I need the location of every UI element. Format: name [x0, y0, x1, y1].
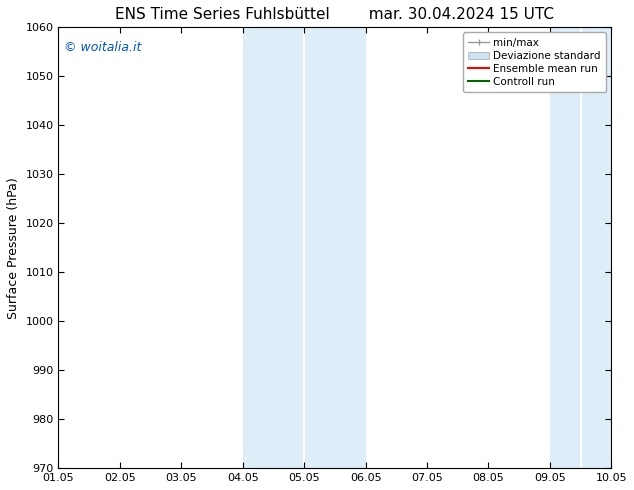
Bar: [243, 27, 304, 468]
Bar: [581, 27, 630, 468]
Bar: [550, 27, 581, 468]
Text: © woitalia.it: © woitalia.it: [64, 41, 141, 53]
Legend: min/max, Deviazione standard, Ensemble mean run, Controll run: min/max, Deviazione standard, Ensemble m…: [463, 32, 606, 92]
Bar: [304, 27, 366, 468]
Title: ENS Time Series Fuhlsbüttel        mar. 30.04.2024 15 UTC: ENS Time Series Fuhlsbüttel mar. 30.04.2…: [115, 7, 554, 22]
Y-axis label: Surface Pressure (hPa): Surface Pressure (hPa): [7, 177, 20, 318]
